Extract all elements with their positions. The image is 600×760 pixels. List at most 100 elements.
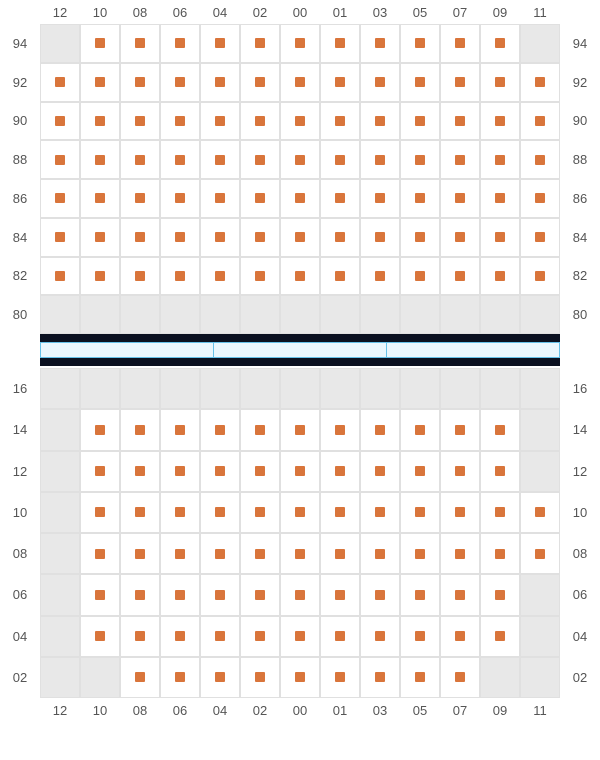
seat-cell[interactable]	[200, 218, 240, 257]
seat-cell[interactable]	[480, 257, 520, 296]
seat-cell[interactable]	[400, 574, 440, 615]
seat-cell[interactable]	[440, 218, 480, 257]
seat-cell[interactable]	[280, 63, 320, 102]
seat-cell[interactable]	[360, 63, 400, 102]
seat-cell[interactable]	[160, 24, 200, 63]
seat-cell[interactable]	[240, 102, 280, 141]
seat-cell[interactable]	[160, 409, 200, 450]
seat-cell[interactable]	[240, 218, 280, 257]
seat-cell[interactable]	[200, 179, 240, 218]
seat-cell[interactable]	[480, 63, 520, 102]
seat-cell[interactable]	[520, 218, 560, 257]
seat-cell[interactable]	[120, 574, 160, 615]
seat-cell[interactable]	[160, 574, 200, 615]
seat-cell[interactable]	[480, 451, 520, 492]
seat-cell[interactable]	[200, 409, 240, 450]
seat-cell[interactable]	[240, 63, 280, 102]
seat-cell[interactable]	[200, 492, 240, 533]
seat-cell[interactable]	[200, 102, 240, 141]
seat-cell[interactable]	[120, 616, 160, 657]
seat-cell[interactable]	[280, 451, 320, 492]
seat-cell[interactable]	[80, 257, 120, 296]
seat-cell[interactable]	[440, 616, 480, 657]
seat-cell[interactable]	[160, 451, 200, 492]
seat-cell[interactable]	[480, 492, 520, 533]
seat-cell[interactable]	[120, 63, 160, 102]
seat-cell[interactable]	[240, 140, 280, 179]
seat-cell[interactable]	[360, 574, 400, 615]
seat-cell[interactable]	[400, 533, 440, 574]
seat-cell[interactable]	[40, 218, 80, 257]
seat-cell[interactable]	[200, 451, 240, 492]
seat-cell[interactable]	[160, 616, 200, 657]
seat-cell[interactable]	[280, 179, 320, 218]
seat-cell[interactable]	[480, 102, 520, 141]
seat-cell[interactable]	[40, 63, 80, 102]
seat-cell[interactable]	[480, 24, 520, 63]
seat-cell[interactable]	[320, 218, 360, 257]
seat-cell[interactable]	[160, 257, 200, 296]
seat-cell[interactable]	[400, 218, 440, 257]
seat-cell[interactable]	[280, 257, 320, 296]
seat-cell[interactable]	[440, 63, 480, 102]
seat-cell[interactable]	[440, 24, 480, 63]
seat-cell[interactable]	[320, 492, 360, 533]
seat-cell[interactable]	[320, 533, 360, 574]
seat-cell[interactable]	[80, 102, 120, 141]
seat-cell[interactable]	[120, 492, 160, 533]
seat-cell[interactable]	[280, 492, 320, 533]
seat-cell[interactable]	[120, 657, 160, 698]
seat-cell[interactable]	[320, 574, 360, 615]
seat-cell[interactable]	[40, 257, 80, 296]
seat-cell[interactable]	[360, 657, 400, 698]
seat-cell[interactable]	[80, 409, 120, 450]
seat-cell[interactable]	[520, 492, 560, 533]
seat-cell[interactable]	[440, 102, 480, 141]
seat-cell[interactable]	[400, 140, 440, 179]
seat-cell[interactable]	[160, 492, 200, 533]
seat-cell[interactable]	[240, 616, 280, 657]
seat-cell[interactable]	[320, 179, 360, 218]
seat-cell[interactable]	[400, 657, 440, 698]
seat-cell[interactable]	[200, 257, 240, 296]
seat-cell[interactable]	[360, 218, 400, 257]
seat-cell[interactable]	[160, 140, 200, 179]
seat-cell[interactable]	[200, 657, 240, 698]
seat-cell[interactable]	[520, 102, 560, 141]
seat-cell[interactable]	[240, 409, 280, 450]
seat-cell[interactable]	[200, 533, 240, 574]
seat-cell[interactable]	[480, 179, 520, 218]
seat-cell[interactable]	[320, 140, 360, 179]
seat-cell[interactable]	[360, 616, 400, 657]
seat-cell[interactable]	[80, 63, 120, 102]
seat-cell[interactable]	[320, 657, 360, 698]
seat-cell[interactable]	[200, 63, 240, 102]
seat-cell[interactable]	[200, 24, 240, 63]
seat-cell[interactable]	[80, 24, 120, 63]
seat-cell[interactable]	[200, 616, 240, 657]
seat-cell[interactable]	[240, 179, 280, 218]
seat-cell[interactable]	[280, 533, 320, 574]
seat-cell[interactable]	[40, 179, 80, 218]
seat-cell[interactable]	[520, 140, 560, 179]
seat-cell[interactable]	[320, 24, 360, 63]
seat-cell[interactable]	[440, 492, 480, 533]
seat-cell[interactable]	[400, 409, 440, 450]
seat-cell[interactable]	[120, 533, 160, 574]
seat-cell[interactable]	[280, 574, 320, 615]
seat-cell[interactable]	[160, 218, 200, 257]
seat-cell[interactable]	[320, 63, 360, 102]
seat-cell[interactable]	[240, 574, 280, 615]
seat-cell[interactable]	[280, 616, 320, 657]
seat-cell[interactable]	[80, 574, 120, 615]
seat-cell[interactable]	[240, 451, 280, 492]
seat-cell[interactable]	[120, 257, 160, 296]
seat-cell[interactable]	[360, 24, 400, 63]
seat-cell[interactable]	[240, 257, 280, 296]
seat-cell[interactable]	[80, 179, 120, 218]
seat-cell[interactable]	[120, 451, 160, 492]
seat-cell[interactable]	[400, 257, 440, 296]
seat-cell[interactable]	[520, 179, 560, 218]
seat-cell[interactable]	[320, 616, 360, 657]
seat-cell[interactable]	[480, 574, 520, 615]
